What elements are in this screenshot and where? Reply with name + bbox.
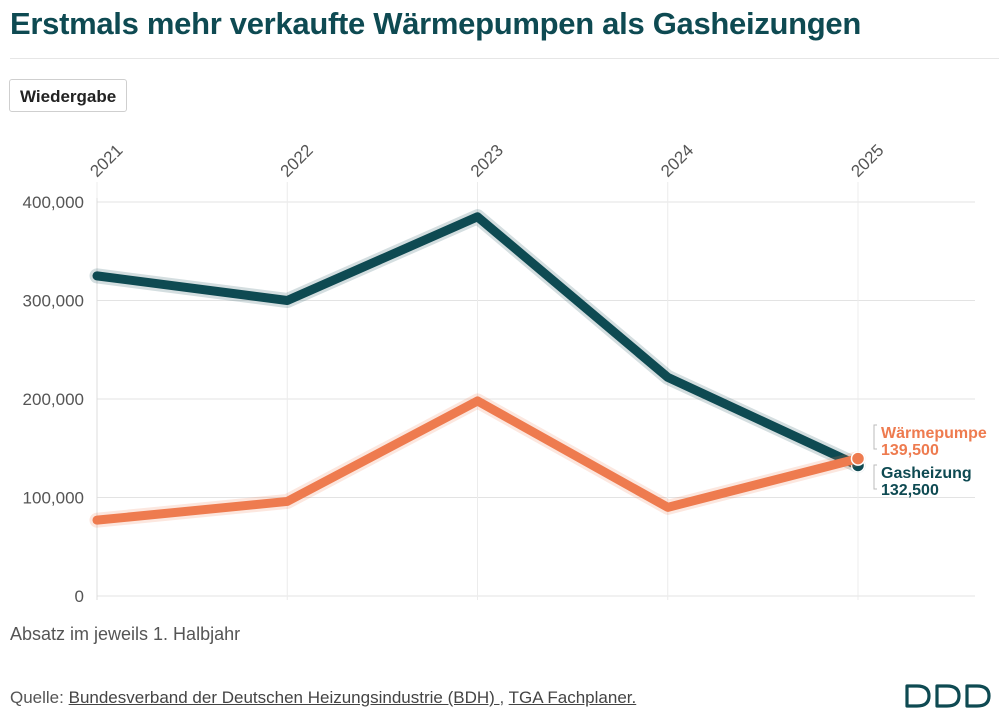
page-title: Erstmals mehr verkaufte Wärmepumpen als … [10,6,861,41]
y-tick-label: 0 [75,587,84,606]
end-label-value-gasheizung: 132,500 [881,482,939,499]
end-label-bracket-gasheizung [873,464,877,490]
source-prefix: Quelle: [10,688,64,707]
y-tick-label: 400,000 [23,193,84,212]
x-tick-label: 2022 [277,141,317,181]
y-tick-label: 300,000 [23,292,84,311]
series-endpoint-w-rmepumpe [850,451,866,466]
series-line-gasheizung [92,212,863,470]
source-link-bdh[interactable]: Bundesverband der Deutschen Heizungsindu… [68,688,500,707]
line-chart: 0 100,000 200,000 300,000 400,000 2021 2022 20… [23,141,987,606]
end-label-bracket-w-rmepumpe [873,424,877,450]
end-label-name-gasheizung: Gasheizung [881,465,972,482]
x-tick-label: 2021 [86,141,126,181]
ddd-logo-icon [905,684,991,708]
end-label-value-w-rmepumpe: 139,500 [881,442,939,459]
x-tick-label: 2025 [847,141,887,181]
chart-note: Absatz im jeweils 1. Halbjahr [10,624,241,644]
series-line-w-rmepumpe [92,396,863,525]
x-tick-label: 2024 [657,141,697,181]
replay-button[interactable]: Wiedergabe [9,79,128,112]
source-line: Quelle: Bundesverband der Deutschen Heiz… [10,688,636,708]
title-divider [10,58,999,59]
source-separator: , [499,688,509,707]
end-label-name-w-rmepumpe: Wärmepumpe [881,425,987,442]
y-tick-label: 200,000 [23,390,84,409]
x-tick-label: 2023 [467,141,507,181]
source-link-tga[interactable]: TGA Fachplaner. [508,688,637,707]
y-tick-label: 100,000 [23,489,84,508]
